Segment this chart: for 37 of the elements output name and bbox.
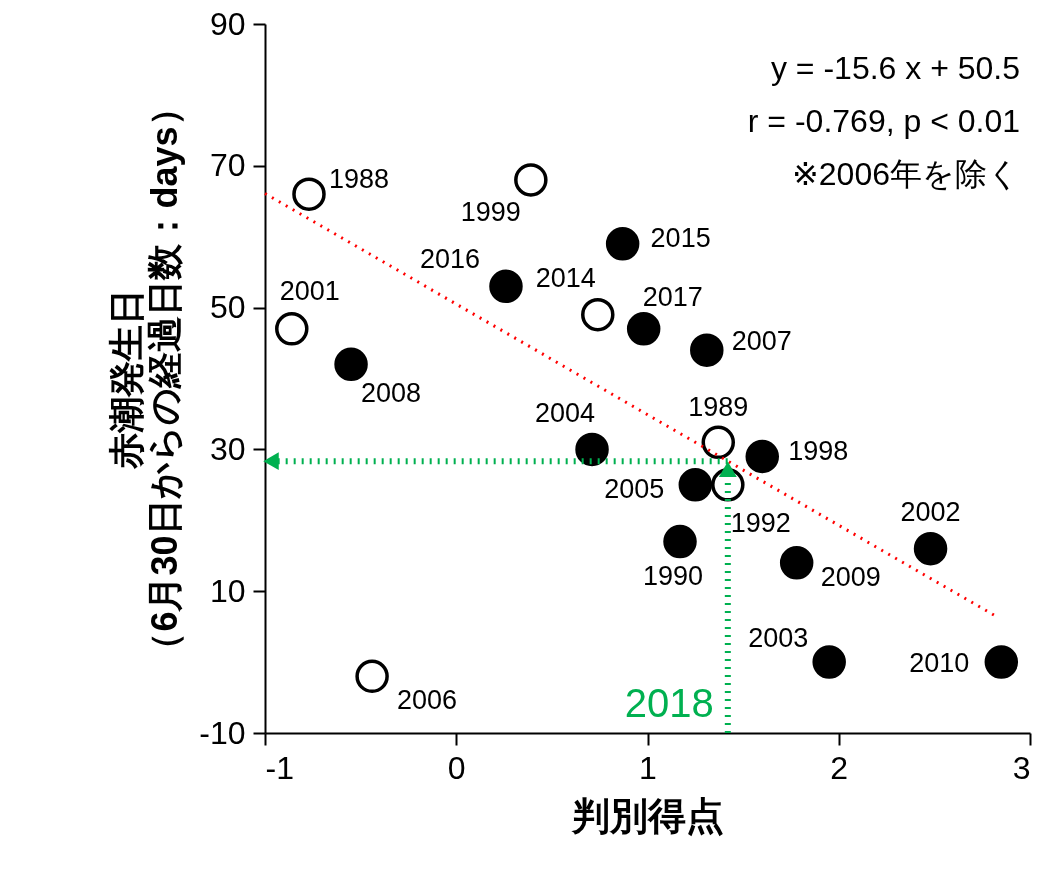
x-tick-label: 0 — [447, 749, 466, 786]
annotation: 2001 — [279, 275, 340, 306]
y-tick-label: 30 — [209, 430, 246, 467]
annotation: 2010 — [909, 648, 970, 679]
annotation: 1998 — [788, 436, 849, 467]
annotation: 2008 — [361, 378, 422, 409]
y-tick-label: 10 — [209, 572, 246, 609]
annotation: y = -15.6 x + 50.5 — [770, 50, 1020, 86]
annotation: 1999 — [460, 196, 521, 227]
annotation: 2002 — [900, 496, 961, 527]
annotation: 1992 — [730, 507, 791, 538]
annotation: 2009 — [820, 561, 881, 592]
annotation: 2006 — [397, 685, 458, 716]
y-tick-label: 90 — [209, 5, 246, 42]
annotation: 2016 — [419, 244, 481, 275]
x-tick-label: 1 — [639, 749, 657, 786]
x-tick-label: 3 — [1012, 749, 1031, 786]
annotation: 1988 — [328, 164, 390, 195]
y-tick-label: 50 — [209, 289, 246, 326]
annotation: 2014 — [535, 262, 596, 293]
annotation: 2004 — [535, 398, 596, 429]
y-tick-label: 70 — [209, 147, 246, 184]
x-tick-label: -1 — [265, 749, 294, 786]
y-tick-label: -10 — [199, 714, 246, 751]
annotation: 2003 — [748, 623, 809, 654]
y-axis-title: 赤潮発生日（6月30日からの経過日数：days） — [106, 90, 186, 668]
x-axis-title: 判別得点 — [571, 794, 724, 837]
annotation: ※2006年を除く — [792, 156, 1020, 192]
annotation: 2005 — [604, 473, 665, 504]
annotation: 1989 — [688, 392, 749, 423]
annotation: 2017 — [642, 281, 703, 312]
x-tick-label: 2 — [830, 749, 849, 786]
annotation: 2015 — [650, 222, 711, 253]
annotation: 2018 — [624, 681, 714, 725]
annotation: r = -0.769, p < 0.01 — [747, 103, 1020, 139]
annotation: 1990 — [642, 560, 704, 591]
annotation: 2007 — [731, 326, 792, 357]
